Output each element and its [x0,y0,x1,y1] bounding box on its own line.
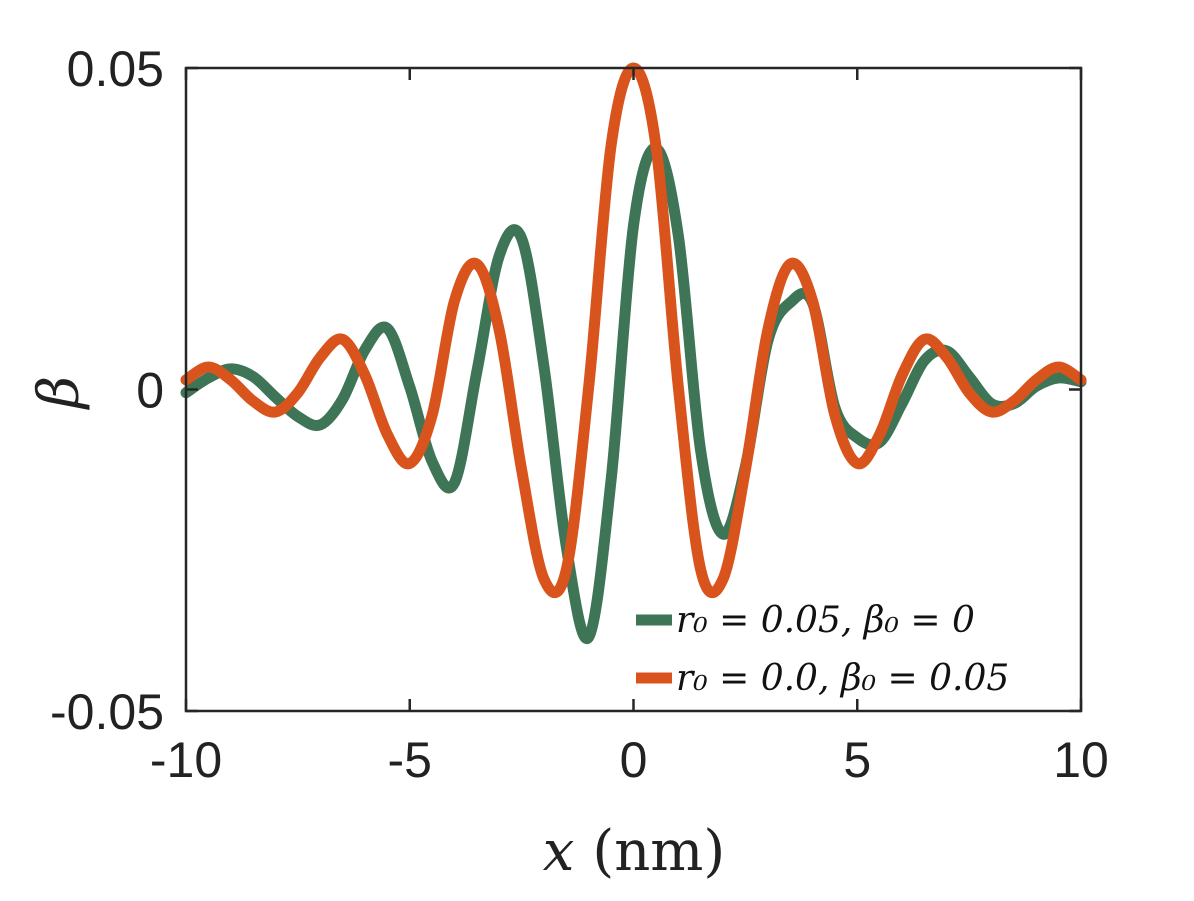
x-axis-unit: (nm) [592,819,725,884]
x-axis-variable: x [543,819,575,884]
x-tick-label: 10 [1053,732,1109,788]
legend: r₀ = 0.05, β₀ = 0 r₀ = 0.0, β₀ = 0.05 [636,600,1009,699]
x-tick-label: -5 [388,732,432,788]
series-line-2 [180,62,1087,599]
y-tick-label: -0.05 [50,684,164,740]
y-axis-title: β [27,376,92,410]
x-tick-label: -10 [150,732,222,788]
y-tick-label: 0 [136,363,164,419]
legend-label-series-1: r₀ = 0.05, β₀ = 0 [676,600,975,641]
x-tick-label: 0 [620,732,648,788]
y-axis-label: β [27,376,92,410]
series-line-1 [180,142,1087,645]
x-axis-label: x (nm) [543,819,725,884]
y-tick-label: 0.05 [67,41,164,97]
axis-ticks: -10 -5 0 5 10 -0.05 0 0.05 [50,41,1109,788]
plot-area [180,62,1087,645]
plot-frame [184,66,1083,713]
legend-label-series-2: r₀ = 0.0, β₀ = 0.05 [676,658,1009,699]
x-tick-label: 5 [843,732,871,788]
x-axis-title: x (nm) [543,819,725,884]
